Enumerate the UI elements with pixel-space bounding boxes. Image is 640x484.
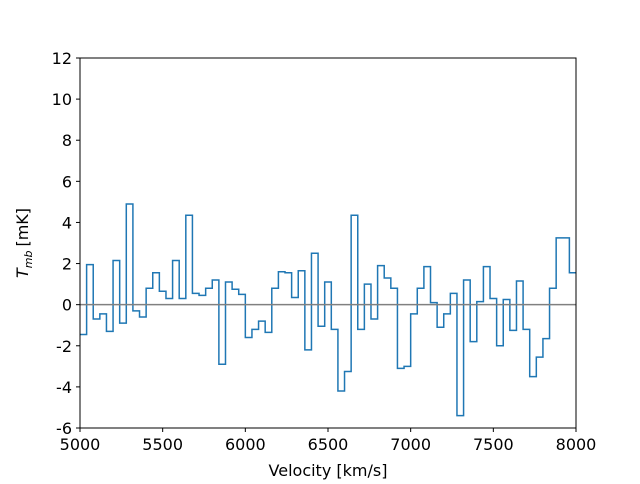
y-tick-label: 2 [62, 255, 72, 274]
x-tick-label: 5000 [60, 435, 101, 454]
y-tick-label: -6 [56, 419, 72, 438]
y-tick-label: 12 [52, 49, 72, 68]
step-line [80, 203, 576, 417]
x-tick-label: 7000 [390, 435, 431, 454]
y-label-unit: [mK] [13, 208, 32, 247]
y-tick-label: 8 [62, 131, 72, 150]
x-tick-label: 6000 [225, 435, 266, 454]
y-tick-label: 6 [62, 172, 72, 191]
y-tick-label: 0 [62, 296, 72, 315]
y-tick-label: -2 [56, 337, 72, 356]
y-tick-label: 4 [62, 213, 72, 232]
x-tick-label: 8000 [556, 435, 597, 454]
y-axis-label: Tmb [mK] [13, 208, 35, 278]
y-tick-label: 10 [52, 90, 72, 109]
axes-frame [79, 57, 577, 429]
y-label-symbol: T [13, 267, 32, 278]
x-tick-label: 5500 [142, 435, 183, 454]
y-label-subscript: mb [22, 251, 35, 269]
x-tick-label: 6500 [308, 435, 349, 454]
x-axis-label: Velocity [km/s] [269, 461, 388, 480]
y-tick-label: -4 [56, 378, 72, 397]
x-tick-label: 7500 [473, 435, 514, 454]
